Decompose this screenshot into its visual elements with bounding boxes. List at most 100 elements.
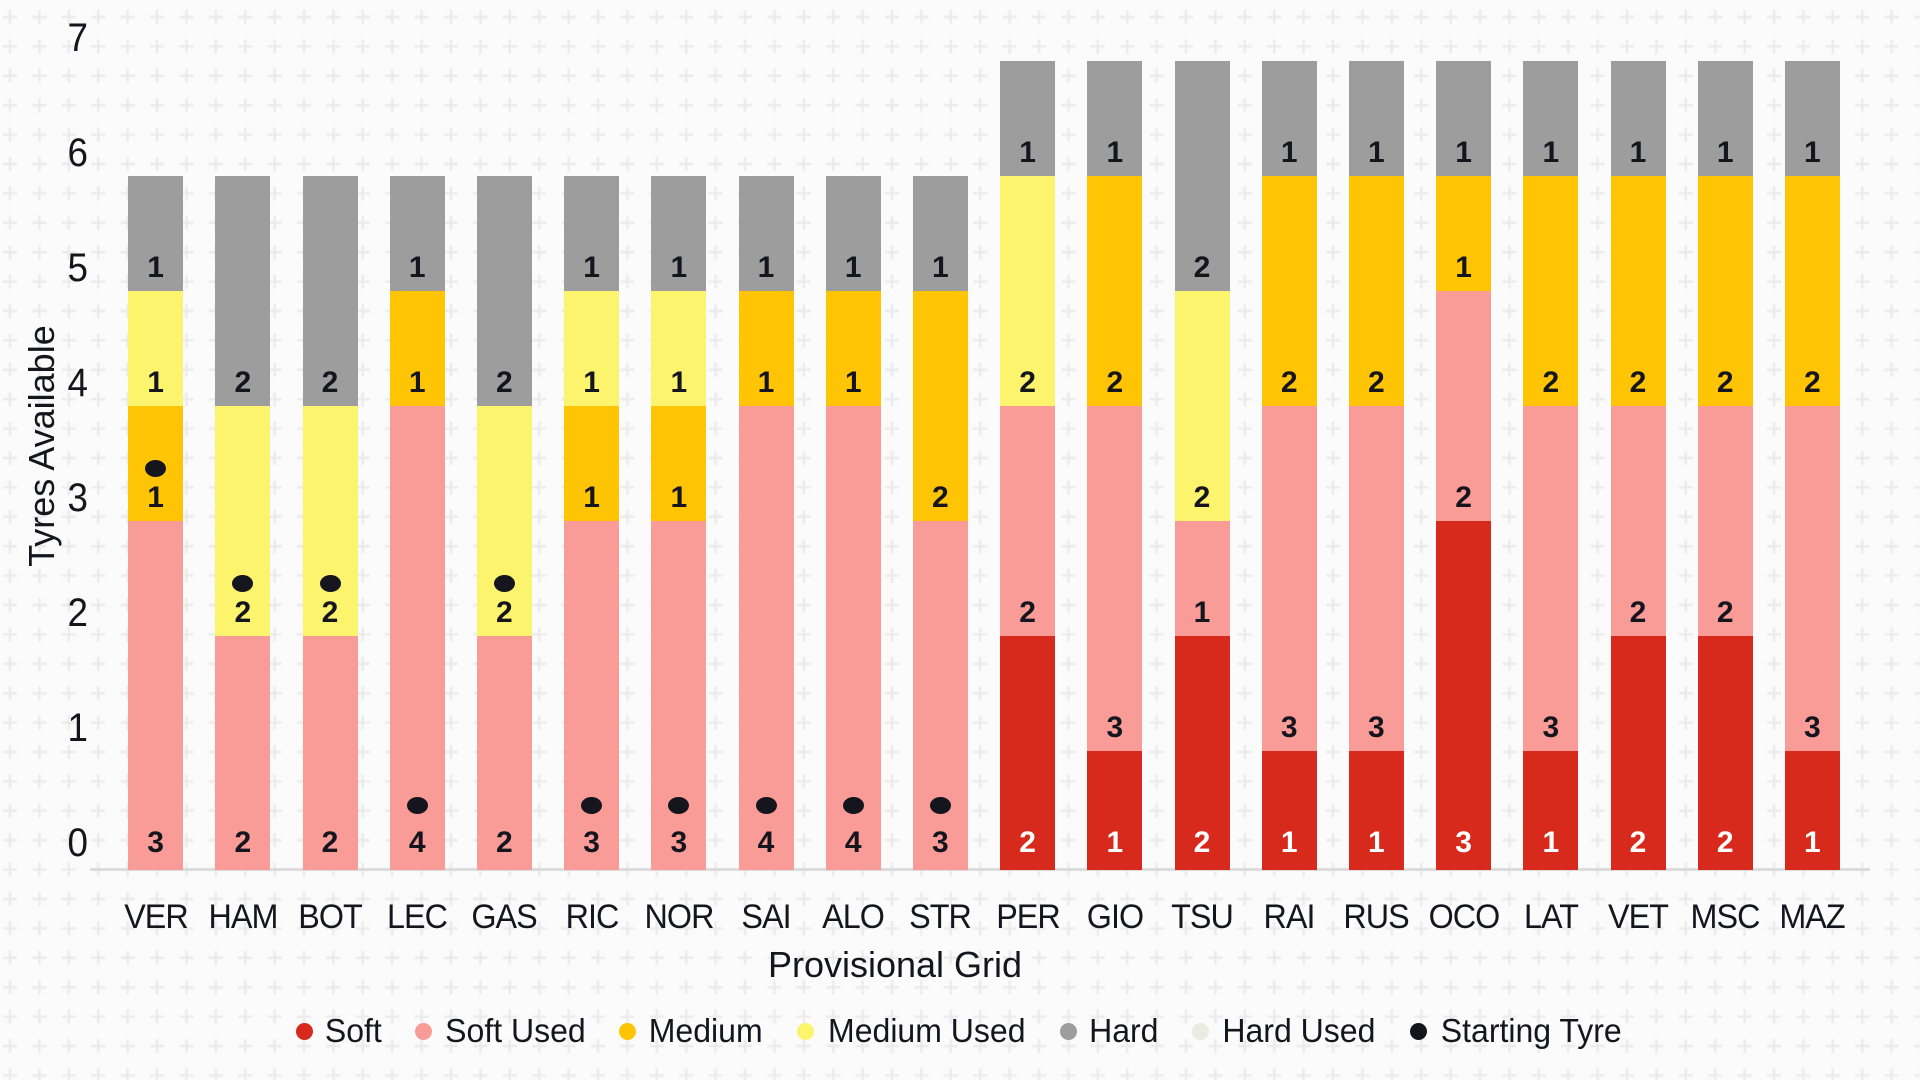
medium_used-legend-dot-icon: [796, 1022, 814, 1040]
starting-tyre-dot: [755, 797, 777, 814]
segment-count-label: 1: [757, 251, 775, 284]
segment-PER-hard: 1: [1000, 61, 1056, 176]
segment-count-label: 2: [321, 596, 339, 629]
soft-legend-dot-icon: [295, 1022, 313, 1040]
starting-tyre-dot: [319, 575, 341, 592]
segment-TSU-medium_used: 2: [1174, 291, 1230, 521]
segment-count-label: 1: [670, 251, 688, 284]
segment-GAS-hard: 2: [476, 176, 532, 406]
segment-count-label: 3: [670, 826, 688, 859]
segment-RUS-hard: 1: [1348, 61, 1404, 176]
segment-count-label: 3: [1106, 711, 1124, 744]
x-tick-SAI: SAI: [741, 898, 791, 936]
segment-BOT-hard: 2: [302, 176, 358, 406]
segment-count-label: 1: [844, 366, 862, 399]
hard-legend-dot-icon: [1060, 1022, 1078, 1040]
segment-STR-medium: 2: [912, 291, 968, 521]
segment-count-label: 3: [1542, 711, 1560, 744]
segment-LEC-soft_used: 4: [389, 406, 445, 870]
x-tick-TSU: TSU: [1171, 898, 1234, 936]
segment-RIC-medium_used: 1: [564, 291, 620, 406]
segment-GIO-soft: 1: [1087, 751, 1143, 870]
segment-TSU-hard: 2: [1174, 61, 1230, 291]
x-tick-VET: VET: [1608, 898, 1669, 936]
segment-count-label: 2: [321, 366, 339, 399]
segment-count-label: 2: [932, 481, 949, 514]
legend-item-hard: Hard: [1060, 1012, 1160, 1050]
x-tick-GAS: GAS: [471, 898, 538, 936]
segment-VER-medium: 1: [128, 406, 184, 521]
segment-count-label: 3: [1368, 711, 1385, 744]
x-tick-MSC: MSC: [1690, 898, 1761, 936]
segment-VET-hard: 1: [1610, 61, 1666, 176]
starting-tyre-dot: [232, 575, 254, 592]
starting-tyre-dot: [929, 797, 951, 814]
bar-HAM: 2 2 2: [215, 176, 271, 870]
segment-count-label: 1: [147, 251, 164, 284]
segment-count-label: 1: [844, 251, 862, 284]
segment-count-label: 2: [1106, 366, 1124, 399]
segment-BOT-medium_used: 2: [302, 406, 358, 636]
segment-RIC-soft_used: 3: [564, 521, 620, 870]
legend-label: Starting Tyre: [1440, 1012, 1622, 1049]
segment-SAI-hard: 1: [738, 176, 794, 291]
segment-count-label: 4: [757, 826, 775, 859]
segment-ALO-hard: 1: [825, 176, 881, 291]
segment-PER-soft: 2: [1000, 636, 1056, 870]
segment-count-label: 1: [147, 366, 164, 399]
x-tick-PER: PER: [995, 898, 1061, 936]
y-tick-2: 2: [67, 591, 88, 635]
x-tick-NOR: NOR: [644, 898, 714, 936]
bar-TSU: 2 1 2 2: [1174, 61, 1230, 870]
segment-count-label: 1: [1106, 826, 1124, 859]
segment-count-label: 2: [234, 826, 252, 859]
bar-VER: 3 1 1 1: [128, 176, 184, 870]
segment-count-label: 2: [1193, 481, 1211, 514]
starting-tyre-dot: [842, 797, 864, 814]
y-tick-3: 3: [67, 476, 88, 520]
segment-count-label: 2: [1804, 366, 1821, 399]
bar-LAT: 1 3 2 1: [1523, 61, 1579, 870]
x-tick-BOT: BOT: [298, 898, 363, 936]
bar-RUS: 1 3 2 1: [1348, 61, 1404, 870]
segment-count-label: 2: [1716, 596, 1734, 629]
bar-RIC: 3 1 1 1: [564, 176, 620, 870]
segment-count-label: 2: [1716, 366, 1734, 399]
segment-NOR-medium_used: 1: [651, 291, 707, 406]
segment-ALO-soft_used: 4: [825, 406, 881, 870]
segment-RAI-soft_used: 3: [1261, 406, 1317, 751]
segment-count-label: 3: [1280, 711, 1298, 744]
segment-LAT-soft_used: 3: [1523, 406, 1579, 751]
segment-LEC-medium: 1: [389, 291, 445, 406]
segment-count-label: 4: [408, 826, 426, 859]
legend: Soft Soft Used Medium Medium Used Hard Hard U…: [0, 1012, 1920, 1050]
segment-count-label: 2: [1542, 366, 1560, 399]
segment-count-label: 2: [1455, 481, 1472, 514]
segment-count-label: 2: [321, 826, 339, 859]
starting-tyre-dot: [145, 460, 167, 477]
segment-VER-hard: 1: [128, 176, 184, 291]
segment-NOR-soft_used: 3: [651, 521, 707, 870]
segment-count-label: 2: [234, 596, 252, 629]
legend-label: Medium Used: [827, 1012, 1026, 1049]
segment-GIO-medium: 2: [1087, 176, 1143, 406]
segment-MSC-hard: 1: [1697, 61, 1753, 176]
segment-RIC-medium: 1: [564, 406, 620, 521]
y-tick-0: 0: [67, 821, 88, 865]
segment-GIO-hard: 1: [1087, 61, 1143, 176]
segment-count-label: 4: [844, 826, 862, 859]
x-tick-LAT: LAT: [1523, 898, 1579, 936]
segment-count-label: 2: [496, 366, 513, 399]
legend-item-soft: Soft: [295, 1012, 383, 1050]
x-tick-OCO: OCO: [1428, 898, 1500, 936]
soft_used-legend-dot-icon: [414, 1022, 432, 1040]
medium-legend-dot-icon: [619, 1022, 637, 1040]
segment-count-label: 1: [1368, 136, 1385, 169]
legend-item-medium: Medium: [619, 1012, 764, 1050]
legend-item-soft_used: Soft Used: [414, 1012, 588, 1050]
segment-RAI-hard: 1: [1261, 61, 1317, 176]
x-axis-line: [90, 868, 1870, 871]
y-tick-1: 1: [67, 706, 88, 750]
x-tick-HAM: HAM: [208, 898, 278, 936]
